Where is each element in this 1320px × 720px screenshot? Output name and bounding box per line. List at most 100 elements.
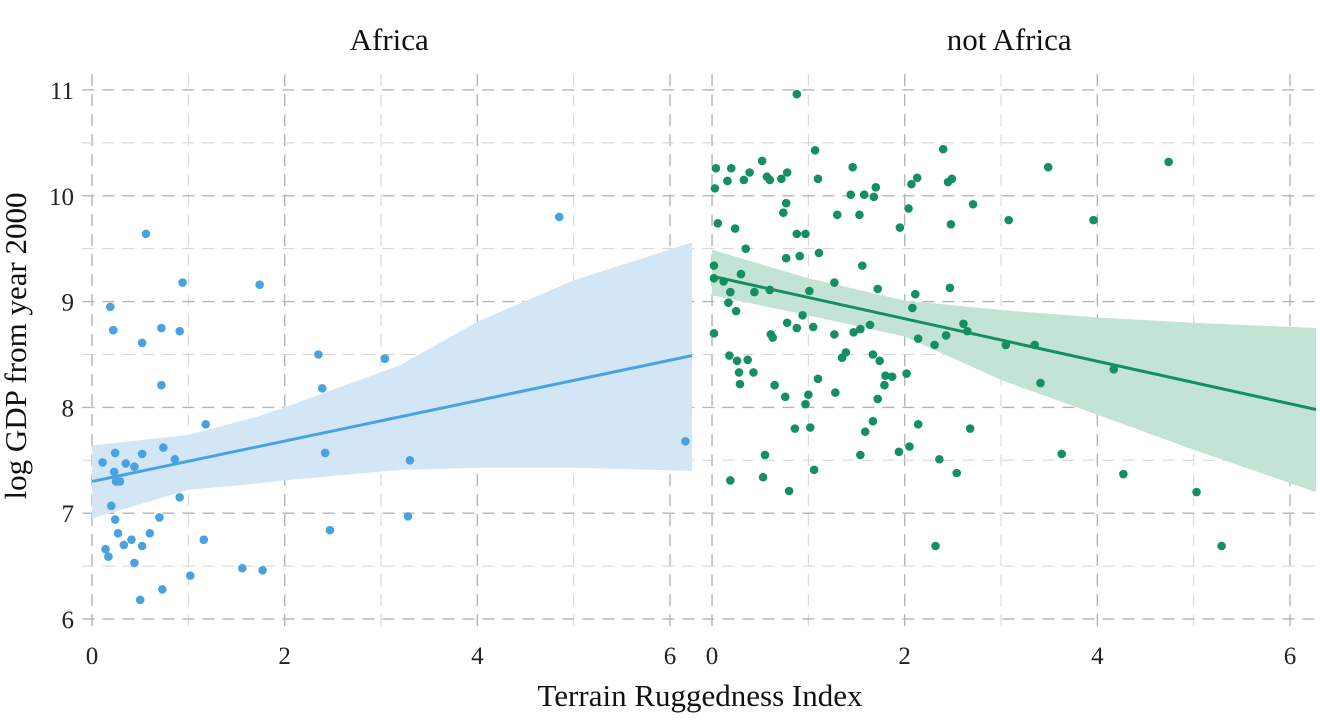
data-point: [730, 224, 740, 233]
data-point: [908, 303, 917, 313]
data-point: [170, 454, 180, 464]
data-point: [137, 338, 147, 348]
data-point: [255, 280, 264, 289]
data-point: [681, 436, 690, 446]
data-point: [121, 459, 131, 468]
data-point: [790, 424, 800, 433]
data-point: [325, 525, 335, 535]
data-point: [736, 269, 746, 279]
data-point: [765, 175, 775, 185]
data-point: [758, 472, 768, 482]
data-point: [760, 450, 770, 460]
data-point: [158, 585, 167, 594]
data-point: [757, 156, 767, 166]
data-point: [930, 340, 939, 350]
x-tick-label: 0: [86, 643, 99, 670]
data-point: [137, 449, 147, 459]
x-axis-label: Terrain Ruggedness Index: [538, 678, 863, 713]
data-point: [258, 566, 267, 575]
data-point: [952, 468, 962, 478]
data-point: [314, 350, 323, 359]
data-point: [913, 334, 923, 343]
data-point: [965, 424, 975, 433]
confidence-band: [712, 249, 1316, 493]
y-tick-label: 7: [62, 501, 75, 528]
data-point: [101, 544, 110, 554]
data-point: [770, 380, 779, 390]
data-point: [199, 535, 209, 544]
data-point: [855, 210, 864, 220]
x-tick-label: 4: [471, 643, 484, 670]
data-point: [795, 251, 804, 261]
data-point: [726, 287, 735, 297]
data-point: [1192, 487, 1201, 497]
data-point: [155, 513, 164, 522]
y-tick-label: 11: [50, 78, 74, 105]
data-point: [1164, 157, 1173, 167]
data-point: [904, 204, 913, 213]
data-point: [848, 162, 857, 172]
data-point: [238, 563, 247, 573]
data-point: [130, 462, 139, 471]
data-point: [801, 229, 810, 239]
data-point: [865, 320, 875, 330]
data-point: [809, 465, 819, 475]
data-point: [798, 311, 807, 320]
data-point: [1004, 215, 1014, 225]
data-point: [723, 176, 732, 186]
data-point: [106, 302, 115, 312]
data-point: [781, 253, 791, 263]
data-point: [709, 261, 719, 270]
data-point: [907, 179, 916, 189]
panel-africa: Africa 0 2 4 6 6 7 8 9 10 11: [49, 22, 696, 670]
data-point: [768, 333, 778, 342]
data-point: [931, 541, 940, 551]
data-point: [902, 369, 911, 378]
data-point: [726, 163, 736, 173]
data-point: [745, 168, 754, 177]
data-point: [1119, 469, 1128, 479]
data-point: [832, 210, 842, 220]
data-point: [849, 327, 858, 337]
data-point: [743, 355, 752, 365]
data-point: [894, 447, 904, 457]
data-point: [159, 443, 168, 452]
data-point: [115, 477, 125, 486]
data-point: [119, 540, 129, 550]
data-point: [792, 323, 802, 333]
data-point: [959, 319, 968, 329]
data-point: [1217, 541, 1226, 551]
data-point: [711, 163, 721, 173]
data-point: [113, 529, 123, 538]
data-point: [880, 380, 889, 390]
data-point: [135, 595, 145, 605]
data-point: [781, 198, 791, 208]
data-point: [895, 223, 905, 232]
y-axis-label: log GDP from year 2000: [0, 192, 33, 499]
data-point: [709, 329, 719, 338]
data-point: [1043, 162, 1053, 172]
x-tick-label: 0: [706, 643, 719, 670]
data-point: [792, 229, 802, 239]
data-point: [713, 218, 723, 228]
data-point: [110, 448, 120, 458]
x-tick-label: 6: [664, 643, 677, 670]
data-point: [779, 208, 788, 218]
data-point: [130, 558, 139, 568]
data-point: [856, 450, 865, 460]
data-point: [881, 371, 890, 380]
data-point: [846, 190, 856, 200]
data-point: [710, 184, 720, 193]
data-point: [726, 476, 735, 485]
data-point: [782, 168, 792, 177]
data-point: [905, 442, 914, 451]
data-point: [735, 379, 745, 389]
data-point: [749, 368, 758, 377]
data-point: [946, 220, 956, 229]
data-point: [868, 350, 878, 359]
data-point: [731, 306, 741, 316]
y-tick-label: 6: [62, 607, 75, 634]
data-point: [947, 174, 957, 184]
data-point: [734, 368, 744, 377]
